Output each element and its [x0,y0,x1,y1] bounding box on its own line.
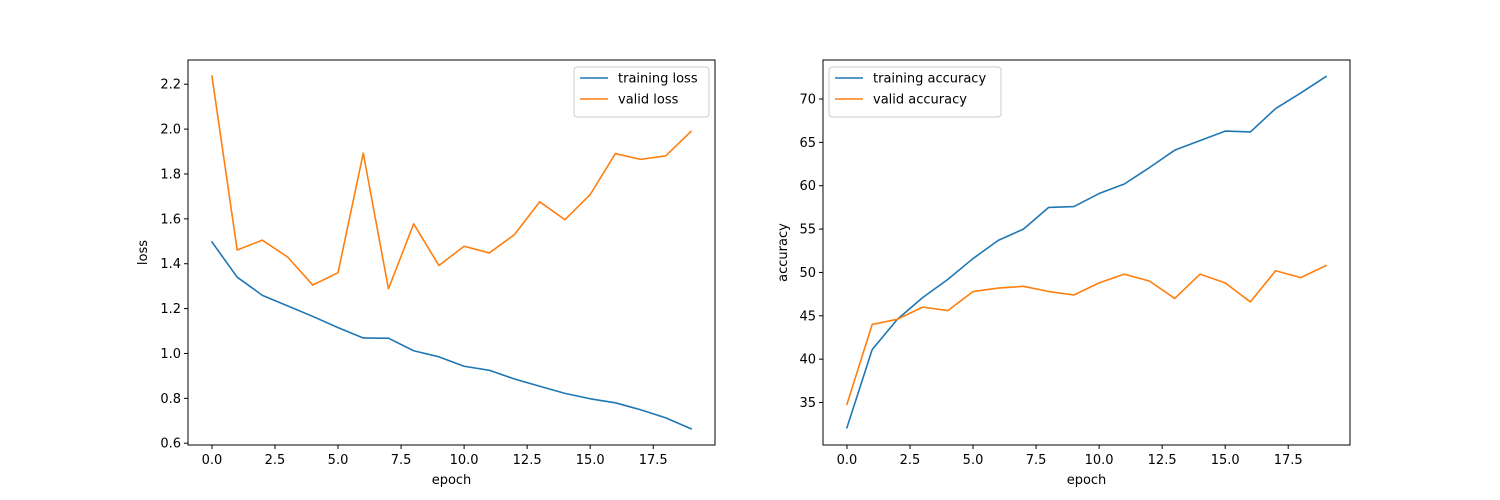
loss-y-tick-label: 0.6 [160,437,181,452]
accuracy-series-line-0 [845,75,1328,429]
loss-x-tick-label: 5.0 [328,453,349,468]
loss-x-tick-label: 0.0 [202,453,223,468]
accuracy-x-tick-label: 15.0 [1211,453,1240,468]
accuracy-x-tick-label: 0.0 [837,453,858,468]
loss-x-tick-label: 2.5 [265,453,286,468]
loss-legend-label-0: training loss [618,72,698,87]
accuracy-y-tick-label: 50 [799,266,816,281]
accuracy-axes-frame [822,59,1351,446]
accuracy-series-line-1 [845,264,1328,406]
loss-legend-label-1: valid loss [618,93,679,108]
loss-legend [573,66,710,118]
accuracy-x-axis-label: epoch [1067,473,1107,488]
accuracy-y-tick-label: 60 [799,179,816,194]
loss-x-tick-label: 12.5 [513,453,542,468]
accuracy-chart: 0.0 2.5 5.0 7.5 10.0 12.5 15.0 17.5 35 40 45 50 55 60… [776,59,1351,488]
loss-x-axis-label: epoch [432,473,472,488]
loss-series-line-1 [211,75,693,290]
loss-y-tick-label: 2.2 [160,78,181,93]
accuracy-y-axis-label: accuracy [776,223,791,282]
accuracy-x-tick-label: 7.5 [1026,453,1047,468]
loss-y-axis-label: loss [136,240,151,265]
accuracy-y-tick-label: 70 [799,93,816,108]
loss-series-line-0 [210,240,693,430]
accuracy-x-tick-label: 10.0 [1085,453,1114,468]
accuracy-legend-label-1: valid accuracy [873,93,967,108]
accuracy-y-tick-label: 65 [799,136,816,151]
loss-y-tick-label: 1.4 [160,257,181,272]
loss-x-tick-label: 15.0 [576,453,605,468]
accuracy-x-tick-label: 5.0 [963,453,984,468]
loss-y-tick-label: 1.8 [160,167,181,182]
accuracy-x-tick-label: 2.5 [900,453,921,468]
loss-axes-frame [187,59,716,446]
loss-y-tick-label: 1.2 [160,302,181,317]
accuracy-y-tick-label: 45 [799,309,816,324]
accuracy-legend-label-0: training accuracy [873,72,986,87]
accuracy-y-tick-label: 55 [799,223,816,238]
accuracy-x-tick-label: 17.5 [1274,453,1303,468]
loss-chart: 0.0 2.5 5.0 7.5 10.0 12.5 15.0 17.5 0.6 0.8 1.0 1.2… [136,59,716,488]
loss-y-tick-label: 1.0 [160,347,181,362]
loss-x-tick-label: 10.0 [450,453,479,468]
loss-y-tick-label: 2.0 [160,123,181,138]
accuracy-x-tick-label: 12.5 [1148,453,1177,468]
accuracy-y-tick-label: 35 [799,396,816,411]
loss-x-tick-label: 7.5 [391,453,412,468]
loss-y-tick-label: 0.8 [160,392,181,407]
accuracy-legend [828,66,1002,118]
loss-y-tick-label: 1.6 [160,212,181,227]
accuracy-y-tick-label: 40 [799,353,816,368]
loss-x-tick-label: 17.5 [639,453,668,468]
